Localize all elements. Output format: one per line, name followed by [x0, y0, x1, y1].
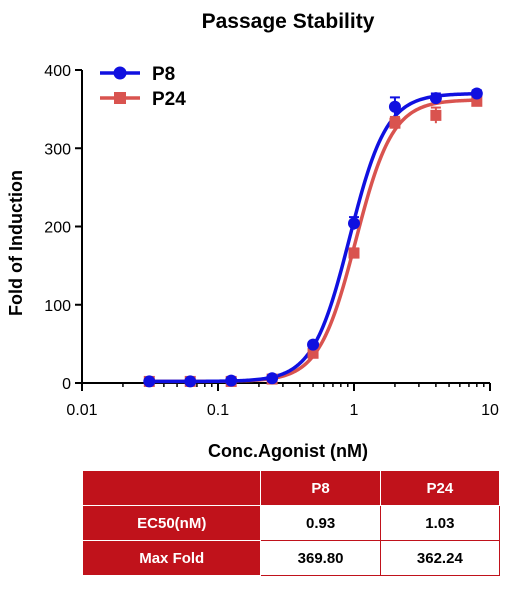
data-point-p8 [429, 92, 442, 105]
table-header-p24: P24 [379, 470, 501, 506]
table-row: Max Fold 369.80 362.24 [81, 540, 501, 576]
chart-title: Passage Stability [202, 10, 375, 33]
data-point-p24 [348, 247, 360, 259]
x-tick-label: 10 [481, 402, 499, 419]
y-tick-label: 100 [44, 298, 71, 315]
data-point-p24 [430, 109, 442, 121]
y-tick-label: 0 [62, 376, 71, 393]
data-points [143, 87, 483, 388]
row-label-ec50: EC50(nM) [81, 505, 262, 541]
y-tick-label: 300 [44, 141, 71, 158]
cell-ec50-p24: 1.03 [379, 505, 501, 541]
data-point-p8 [307, 338, 320, 351]
row-label-max-fold: Max Fold [81, 540, 262, 576]
legend-marker-p8 [113, 66, 127, 80]
fit-curve-p8 [149, 92, 477, 384]
fit-curves [149, 92, 477, 384]
data-point-p8 [266, 372, 279, 385]
data-point-p8 [348, 217, 360, 230]
data-point-p8 [388, 100, 401, 113]
x-tick-label: 0.01 [66, 402, 97, 419]
table-header-empty [81, 470, 262, 506]
legend-label-p24: P24 [152, 89, 186, 110]
cell-maxfold-p24: 362.24 [379, 540, 501, 576]
x-axis: 0.01 0.1 1 10 [66, 382, 499, 419]
legend-label-p8: P8 [152, 64, 175, 85]
legend-marker-p24 [114, 92, 126, 104]
summary-table: P8 P24 EC50(nM) 0.93 1.03 Max Fold 369.8… [81, 470, 501, 576]
y-axis-label: Fold of Induction [6, 170, 26, 316]
x-tick-label: 0.1 [207, 402, 229, 419]
chart: Passage Stability 0 100 200 300 400 0.01 0.1 1… [6, 10, 499, 461]
y-tick-label: 200 [44, 220, 71, 237]
data-point-p24 [471, 95, 483, 107]
cell-maxfold-p8: 369.80 [260, 540, 381, 576]
data-point-p8 [470, 87, 483, 100]
data-point-p24 [389, 117, 401, 129]
data-point-p24 [307, 347, 319, 359]
x-axis-label: Conc.Agonist (nM) [208, 441, 368, 461]
table-row: EC50(nM) 0.93 1.03 [81, 505, 501, 541]
data-point-p8 [184, 375, 197, 388]
y-tick-label: 400 [44, 63, 71, 80]
data-point-p8 [143, 375, 156, 388]
table-header-p8: P8 [260, 470, 381, 506]
y-axis: 0 100 200 300 400 [44, 63, 83, 393]
cell-ec50-p8: 0.93 [260, 505, 381, 541]
table-header-row: P8 P24 [81, 470, 501, 506]
x-tick-label: 1 [350, 402, 359, 419]
data-point-p8 [225, 374, 238, 387]
